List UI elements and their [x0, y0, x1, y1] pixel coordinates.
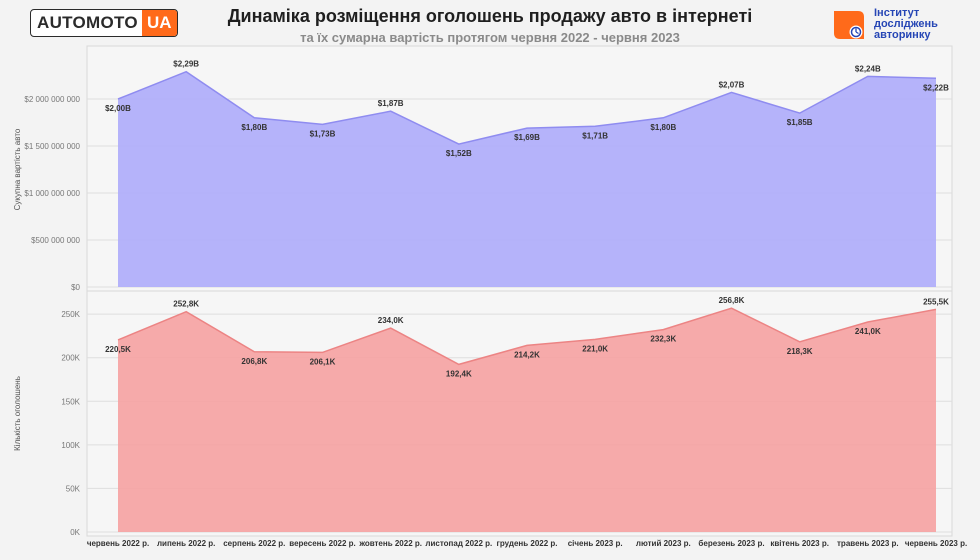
count-ytick-label: 0K [70, 528, 80, 537]
chart-title: Динаміка розміщення оголошень продажу ав… [227, 6, 753, 26]
count-data-label: 192,4K [446, 369, 472, 378]
value-ytick-label: $1 000 000 000 [24, 189, 80, 198]
count-data-label: 256,8K [719, 296, 745, 305]
count-data-label: 232,3K [650, 335, 676, 344]
x-category-label: вересень 2022 р. [289, 539, 356, 548]
count-area [118, 308, 936, 532]
count-ylabel: Кількість оголошень [13, 376, 22, 451]
value-data-label: $2,07B [719, 80, 745, 89]
value-data-label: $1,71B [582, 131, 608, 140]
count-data-label: 206,8K [241, 357, 267, 366]
value-ylabel: Сукупна вартість авто [13, 128, 22, 210]
value-data-label: $1,80B [650, 123, 676, 132]
x-category-label: серпень 2022 р. [223, 539, 285, 548]
count-ytick-label: 150K [61, 397, 80, 406]
chart-subtitle: та їх сумарна вартість протягом червня 2… [300, 30, 680, 45]
value-data-label: $2,24B [855, 64, 881, 73]
institute-logo: Інститут досліджень авторинку [832, 6, 952, 42]
x-category-label: грудень 2022 р. [497, 539, 558, 548]
count-data-label: 214,2K [514, 350, 540, 359]
count-data-label: 221,0K [582, 344, 608, 353]
count-ytick-label: 50K [66, 484, 81, 493]
institute-line3: авторинку [874, 29, 931, 41]
value-data-label: $2,22B [923, 83, 949, 92]
value-ytick-label: $500 000 000 [31, 236, 80, 245]
value-data-label: $1,73B [310, 129, 336, 138]
value-data-label: $1,87B [378, 99, 404, 108]
value-area [118, 71, 936, 287]
value-ytick-label: $1 500 000 000 [24, 142, 80, 151]
institute-logo-icon [834, 11, 864, 39]
x-category-label: січень 2023 р. [568, 539, 623, 548]
value-series-line [117, 70, 937, 145]
count-data-label: 206,1K [310, 357, 336, 366]
count-data-label: 220,5K [105, 345, 131, 354]
count-ytick-label: 250K [61, 310, 80, 319]
value-data-label: $1,52B [446, 149, 472, 158]
logo-word: AUTOMOTO [37, 13, 138, 32]
value-data-label: $1,69B [514, 133, 540, 142]
x-category-label: жовтень 2022 р. [358, 539, 422, 548]
count-data-label: 252,8K [173, 300, 199, 309]
x-category-label: квітень 2023 р. [770, 539, 829, 548]
institute-line2: досліджень [874, 18, 938, 30]
count-data-label: 218,3K [787, 347, 813, 356]
x-category-label: червень 2023 р. [905, 539, 967, 548]
logo-suffix: UA [141, 10, 177, 36]
x-category-label: лютий 2023 р. [636, 539, 691, 548]
institute-line1: Інститут [874, 7, 920, 19]
value-ytick-label: $0 [71, 283, 80, 292]
x-category-label: травень 2023 р. [837, 539, 899, 548]
x-category-label: листопад 2022 р. [425, 539, 492, 548]
value-data-label: $1,85B [787, 118, 813, 127]
value-data-label: $2,00B [105, 104, 131, 113]
count-ytick-label: 100K [61, 441, 80, 450]
value-data-label: $1,80B [241, 123, 267, 132]
count-data-label: 241,0K [855, 327, 881, 336]
automoto-logo: AUTOMOTO UA [30, 9, 178, 37]
count-ytick-label: 200K [61, 354, 80, 363]
count-series-line [117, 307, 937, 366]
value-data-label: $2,29B [173, 60, 199, 69]
count-data-label: 255,5K [923, 297, 949, 306]
x-category-label: липень 2022 р. [157, 539, 215, 548]
count-data-label: 234,0K [378, 316, 404, 325]
x-category-label: червень 2022 р. [87, 539, 149, 548]
x-category-label: березень 2023 р. [698, 539, 764, 548]
value-ytick-label: $2 000 000 000 [24, 95, 80, 104]
